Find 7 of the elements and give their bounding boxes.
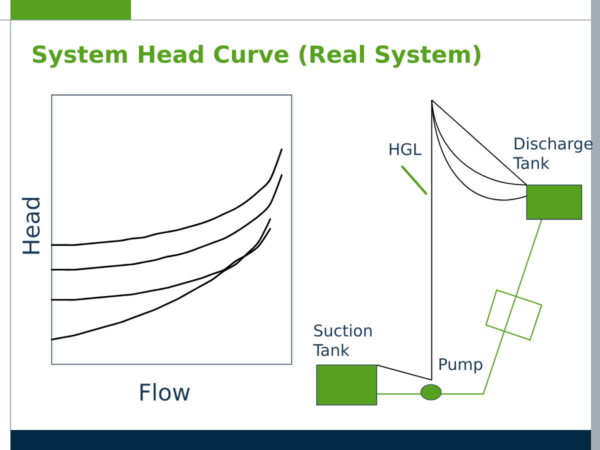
text: HGL [390,143,422,156]
text: Discharge Tank [513,137,593,170]
y-axis-title: Head [22,198,40,254]
text: Suction Tank [313,324,372,356]
text: Pump [439,358,482,374]
chart-title: System Head Curve (Real System) [32,44,480,68]
x-axis-title: Flow [140,382,190,401]
